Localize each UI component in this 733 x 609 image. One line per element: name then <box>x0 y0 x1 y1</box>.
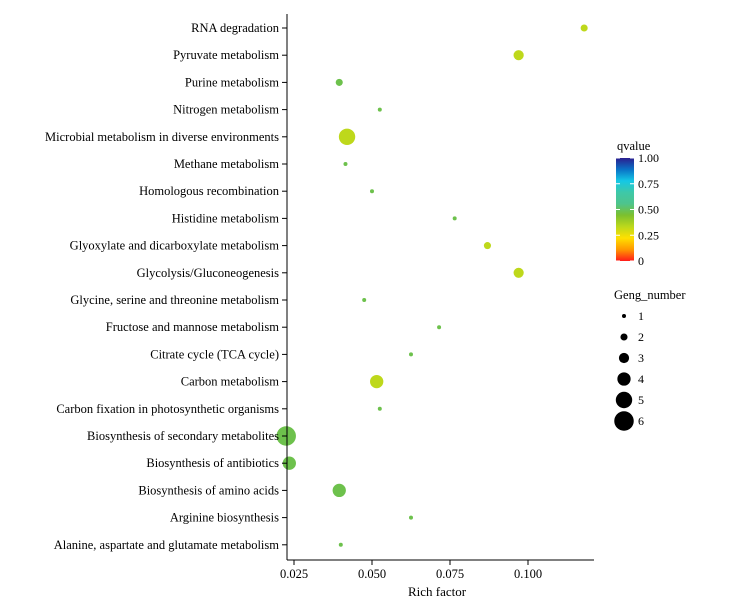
gene-number-legend-circle <box>620 333 628 341</box>
qvalue-tick-label: 0 <box>638 254 644 268</box>
y-category-label: Glyoxylate and dicarboxylate metabolism <box>70 239 280 253</box>
data-point <box>362 298 367 302</box>
data-point <box>483 242 491 250</box>
data-point <box>409 515 413 520</box>
data-point <box>513 267 524 278</box>
gene-number-legend-label: 6 <box>638 414 644 428</box>
y-category-label: Pyruvate metabolism <box>173 48 279 62</box>
y-category-label: Biosynthesis of amino acids <box>138 483 279 497</box>
y-category-label: Microbial metabolism in diverse environm… <box>45 130 279 144</box>
qvalue-tick-label: 0.25 <box>638 228 659 242</box>
gene-number-legend-circle <box>614 411 634 431</box>
data-point <box>338 542 343 547</box>
y-category-label: Purine metabolism <box>185 75 279 89</box>
y-category-label: Fructose and mannose metabolism <box>106 320 280 334</box>
data-point <box>338 128 356 145</box>
gene-number-legend-circle <box>617 372 631 386</box>
data-point <box>377 406 382 411</box>
qvalue-tick-label: 1.00 <box>638 151 659 165</box>
y-category-label: Carbon metabolism <box>181 375 280 389</box>
qvalue-tick-label: 0.75 <box>638 177 659 191</box>
data-point <box>513 50 524 61</box>
gene-number-legend-label: 3 <box>638 351 644 365</box>
data-point <box>437 325 442 330</box>
y-category-label: Alanine, aspartate and glutamate metabol… <box>54 538 280 552</box>
y-category-label: Glycine, serine and threonine metabolism <box>70 293 279 307</box>
data-point <box>409 352 413 357</box>
x-axis-ticks: 0.025 0.050 0.075 0.100 <box>280 560 542 581</box>
qvalue-legend-title: qvalue <box>617 139 651 153</box>
y-category-label: Biosynthesis of secondary metabolites <box>87 429 279 443</box>
data-point <box>343 162 348 166</box>
y-category-label: Biosynthesis of antibiotics <box>146 456 279 470</box>
gene-number-legend-circle <box>618 352 630 364</box>
qvalue-color-bar <box>616 158 634 261</box>
gene-number-legend-circle <box>622 314 626 318</box>
qvalue-legend: qvalue 1.00 0.75 0.50 0.25 0 <box>616 139 659 268</box>
gene-number-legend-items: 1 2 3 4 5 6 <box>614 309 644 431</box>
y-category-label: Arginine biosynthesis <box>170 511 279 525</box>
x-tick-label: 0.050 <box>358 567 386 581</box>
gene-number-legend: Geng_number 1 2 3 4 5 6 <box>614 288 686 431</box>
y-category-label: Carbon fixation in photosynthetic organi… <box>56 402 279 416</box>
qvalue-legend-ticks: 1.00 0.75 0.50 0.25 0 <box>616 151 659 268</box>
x-axis-title: Rich factor <box>408 584 467 599</box>
gene-number-legend-circle <box>615 391 633 409</box>
qvalue-tick-label: 0.50 <box>638 203 659 217</box>
gene-number-legend-label: 4 <box>638 372 644 386</box>
x-tick-label: 0.075 <box>436 567 464 581</box>
x-tick-label: 0.100 <box>514 567 542 581</box>
gene-number-legend-label: 1 <box>638 309 644 323</box>
x-tick-label: 0.025 <box>280 567 308 581</box>
y-category-label: Methane metabolism <box>174 157 279 171</box>
data-point <box>332 483 346 498</box>
y-category-label: Histidine metabolism <box>172 211 280 225</box>
data-point <box>452 216 457 221</box>
y-category-label: RNA degradation <box>191 21 280 35</box>
data-point <box>377 107 382 112</box>
data-point <box>370 189 374 194</box>
data-point <box>370 374 384 389</box>
y-category-label: Citrate cycle (TCA cycle) <box>150 347 279 361</box>
y-category-label: Nitrogen metabolism <box>173 103 279 117</box>
data-point <box>335 78 343 86</box>
y-axis-category-labels: RNA degradation Pyruvate metabolism Purine… <box>45 21 287 552</box>
data-point <box>282 456 296 470</box>
y-category-label: Glycolysis/Gluconeogenesis <box>137 266 279 280</box>
gene-number-legend-label: 5 <box>638 393 644 407</box>
data-point <box>580 24 588 32</box>
gene-number-legend-label: 2 <box>638 330 644 344</box>
gene-number-legend-title: Geng_number <box>614 288 686 302</box>
y-category-label: Homologous recombination <box>139 184 280 198</box>
plot-area <box>276 24 588 547</box>
